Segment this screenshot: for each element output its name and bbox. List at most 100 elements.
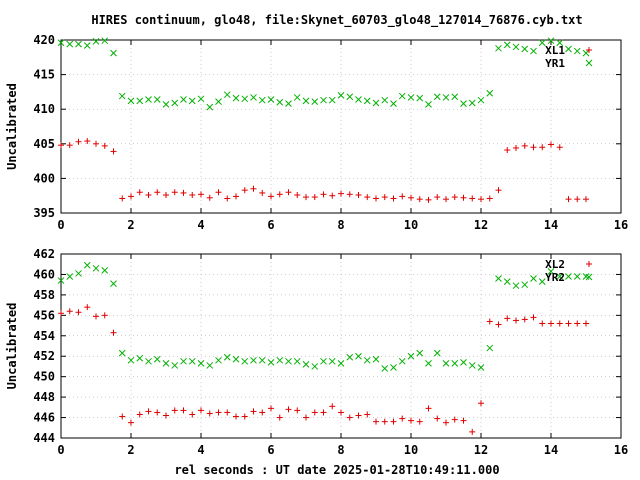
data-point bbox=[215, 356, 222, 364]
data-point bbox=[250, 356, 257, 364]
data-point bbox=[154, 189, 161, 196]
data-point bbox=[189, 411, 196, 418]
data-point bbox=[512, 282, 520, 290]
data-point bbox=[530, 275, 537, 282]
data-point bbox=[460, 359, 467, 366]
data-point bbox=[110, 280, 117, 287]
data-point bbox=[233, 193, 239, 200]
data-point bbox=[573, 47, 581, 55]
data-point bbox=[259, 409, 266, 416]
data-point bbox=[128, 193, 134, 200]
data-point bbox=[346, 353, 354, 361]
data-point bbox=[373, 418, 379, 425]
data-point bbox=[547, 268, 555, 275]
data-point bbox=[373, 195, 379, 202]
data-point bbox=[478, 400, 484, 407]
data-point bbox=[338, 409, 344, 416]
data-point bbox=[556, 273, 564, 280]
x-tick-label: 8 bbox=[337, 218, 344, 232]
data-point bbox=[337, 92, 345, 99]
x-tick-label: 0 bbox=[57, 218, 64, 232]
data-point bbox=[451, 360, 459, 367]
data-point bbox=[145, 192, 152, 199]
x-tick-label: 6 bbox=[267, 443, 274, 457]
data-point bbox=[539, 320, 546, 327]
x-tick-label: 8 bbox=[337, 443, 344, 457]
data-point bbox=[556, 39, 564, 47]
data-point bbox=[486, 89, 494, 97]
x-tick-label: 16 bbox=[614, 218, 628, 232]
data-point bbox=[83, 42, 91, 49]
data-point bbox=[118, 92, 126, 100]
legend-marker bbox=[586, 47, 592, 53]
x-axis-label: rel seconds : UT date 2025-01-28T10:49:1… bbox=[174, 463, 499, 477]
data-point bbox=[390, 418, 397, 425]
legend-marker bbox=[585, 59, 593, 67]
data-point bbox=[259, 189, 266, 196]
data-point bbox=[92, 38, 100, 45]
data-point bbox=[258, 96, 266, 104]
data-point bbox=[328, 96, 336, 104]
data-point bbox=[188, 97, 196, 105]
y-tick-label: 460 bbox=[33, 267, 55, 281]
data-point bbox=[232, 355, 240, 363]
data-point bbox=[538, 278, 546, 285]
data-point bbox=[338, 190, 344, 197]
x-tick-label: 14 bbox=[544, 218, 558, 232]
data-point bbox=[503, 278, 511, 285]
data-point bbox=[565, 320, 572, 327]
data-point bbox=[548, 141, 554, 148]
data-point bbox=[363, 97, 371, 105]
data-point bbox=[425, 196, 432, 203]
data-point bbox=[110, 148, 117, 155]
data-point bbox=[477, 96, 485, 104]
data-point bbox=[180, 357, 187, 365]
data-point bbox=[416, 196, 423, 203]
data-point bbox=[189, 192, 196, 199]
data-point bbox=[363, 356, 371, 364]
data-point bbox=[162, 360, 170, 367]
data-point bbox=[224, 195, 231, 202]
data-point bbox=[538, 39, 546, 47]
data-point bbox=[346, 414, 353, 421]
data-point bbox=[198, 191, 204, 198]
data-point bbox=[58, 310, 64, 317]
legend-marker bbox=[585, 273, 593, 281]
data-point bbox=[268, 405, 274, 412]
data-point bbox=[311, 363, 319, 370]
data-point bbox=[136, 411, 143, 418]
data-point bbox=[215, 409, 222, 416]
data-point bbox=[355, 96, 362, 103]
legend-label: XL1 bbox=[545, 44, 565, 57]
x-tick-label: 10 bbox=[404, 218, 418, 232]
data-point bbox=[110, 49, 117, 57]
data-point bbox=[285, 189, 292, 196]
data-point bbox=[145, 357, 152, 365]
x-tick-label: 4 bbox=[197, 218, 204, 232]
data-point bbox=[215, 98, 222, 105]
data-point bbox=[399, 193, 406, 200]
data-point bbox=[285, 406, 292, 413]
data-point bbox=[223, 353, 231, 361]
data-point bbox=[486, 318, 493, 325]
y-tick-label: 400 bbox=[33, 171, 55, 185]
y-tick-label: 456 bbox=[33, 308, 55, 322]
y-tick-label: 395 bbox=[33, 206, 55, 220]
data-point bbox=[469, 195, 476, 202]
data-point bbox=[206, 410, 213, 417]
legend-label: YR2 bbox=[545, 271, 565, 284]
x-tick-label: 12 bbox=[474, 443, 488, 457]
data-point bbox=[478, 196, 484, 203]
data-point bbox=[390, 100, 397, 108]
data-point bbox=[276, 98, 284, 106]
series-xl2 bbox=[58, 304, 589, 435]
data-point bbox=[276, 191, 283, 198]
plot-frame bbox=[60, 39, 622, 214]
data-point bbox=[329, 403, 336, 410]
data-point bbox=[381, 365, 389, 372]
y-tick-label: 448 bbox=[33, 390, 55, 404]
data-point bbox=[241, 357, 249, 365]
data-point bbox=[408, 194, 414, 201]
data-point bbox=[171, 362, 179, 369]
data-point bbox=[416, 418, 423, 425]
